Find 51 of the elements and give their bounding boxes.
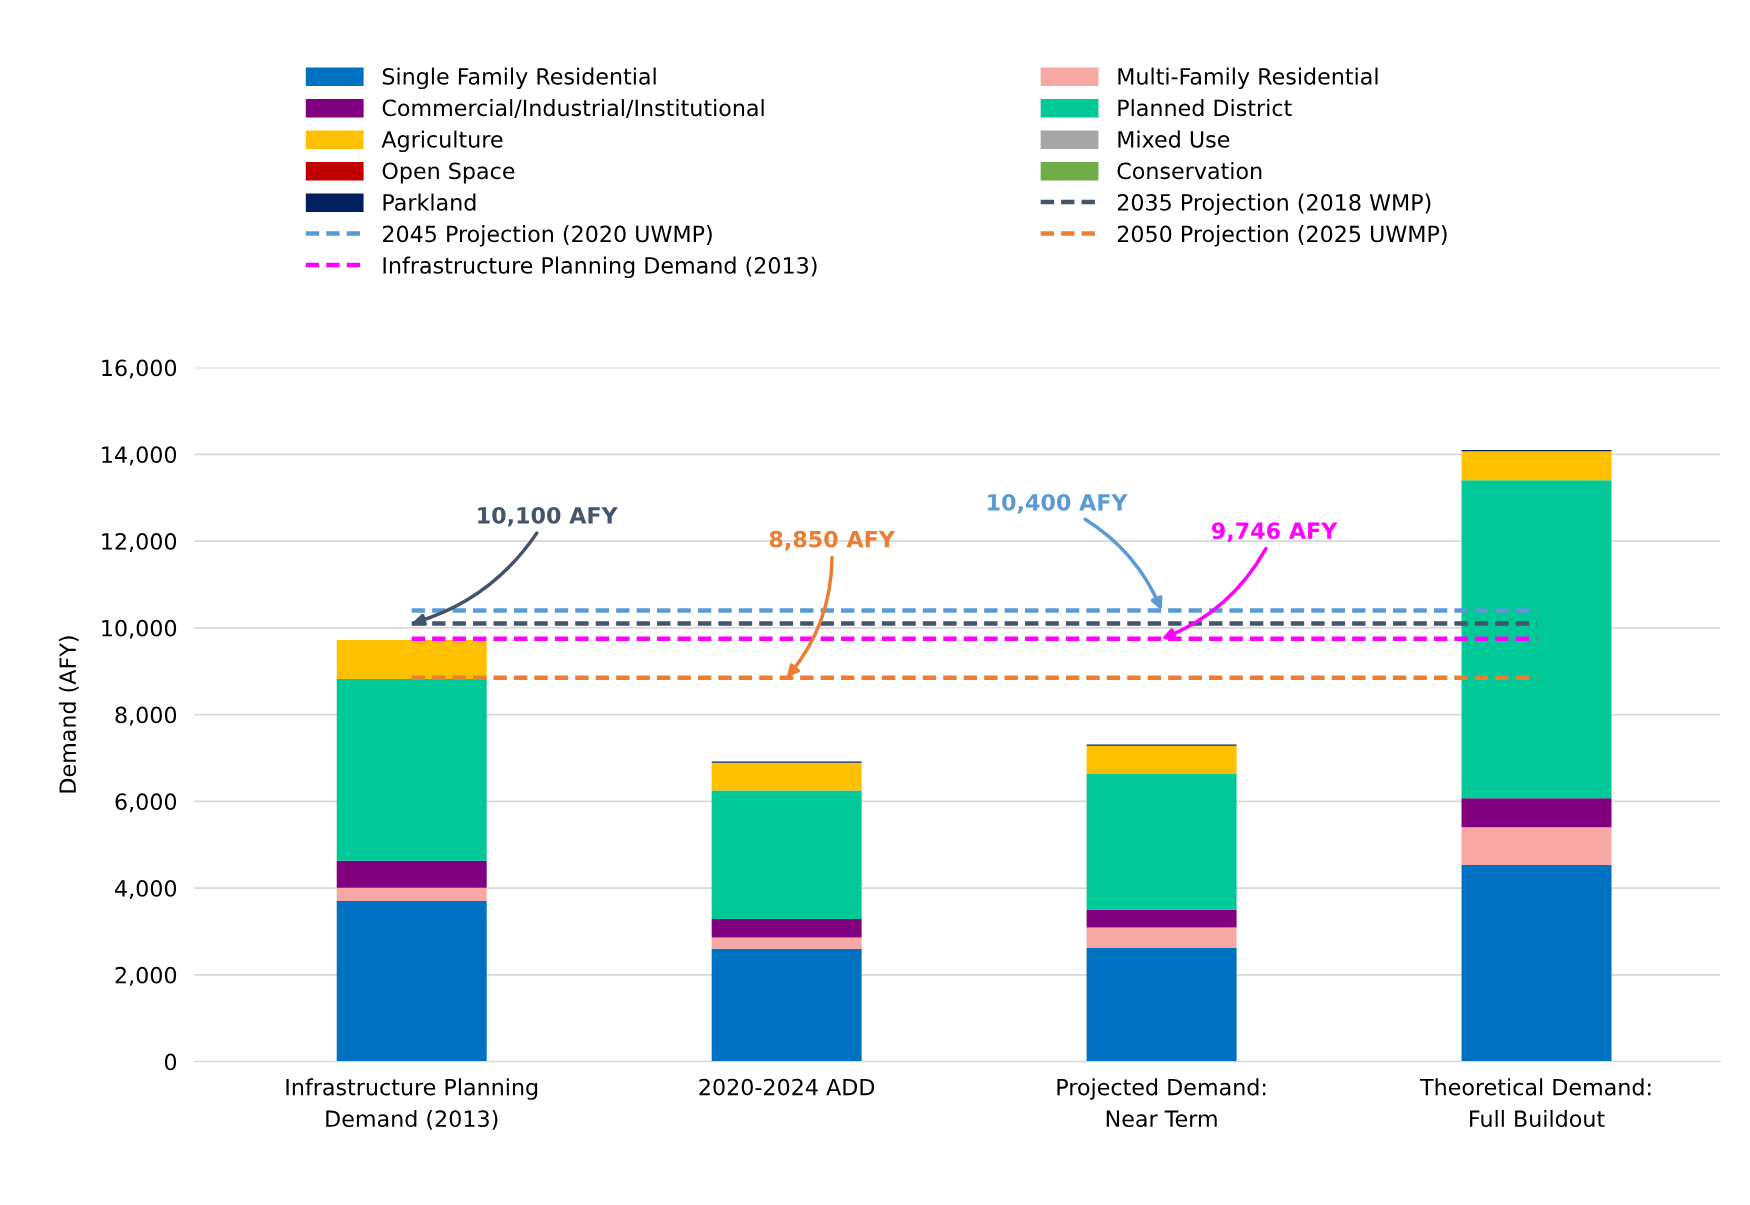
x-tick-label: Theoretical Demand: Full Buildout [1420, 1078, 1651, 1128]
bar [1461, 865, 1612, 1062]
bar [1086, 909, 1237, 928]
y-tick-label: 10,000 [102, 619, 177, 639]
y-tick-label: 6,000 [115, 793, 177, 813]
bar [1461, 480, 1612, 799]
x-tick-label: Infrastructure Planning Demand (2013) [286, 1078, 538, 1130]
legend-label: Conservation [1117, 162, 1262, 180]
legend-label: Agriculture [381, 130, 503, 153]
annotation: 8,850 AFY [769, 530, 896, 551]
x-tick-label: 2020-2024 ADD [699, 1078, 875, 1096]
y-tick-label: 8,000 [115, 706, 177, 726]
annotation: 9,746 AFY [1211, 522, 1338, 542]
annotation: 10,400 AFY [988, 493, 1128, 514]
y-tick-label: 0 [164, 1053, 177, 1071]
bar [711, 790, 862, 919]
legend-label: 2045 Projection (2020 UWMP) [382, 225, 712, 247]
legend-label: Open Space [382, 162, 515, 184]
bar [711, 948, 862, 1062]
legend-label: Multi-Family Residential [1118, 67, 1378, 90]
bar [1461, 451, 1612, 481]
bar [1086, 773, 1237, 910]
bar [711, 918, 862, 938]
y-tick-label: 2,000 [115, 966, 177, 986]
legend-label: Parkland [383, 193, 476, 211]
bar [1461, 827, 1612, 866]
legend-label: Commercial/Industrial/Institutional [382, 99, 764, 119]
legend-label: Infrastructure Planning Demand (2013) [383, 256, 817, 279]
legend-label: Mixed Use [1118, 130, 1230, 148]
bar [1461, 798, 1612, 828]
legend-label: Planned District [1118, 99, 1292, 117]
bar [711, 937, 862, 949]
y-axis-title: Demand (AFY) [58, 636, 79, 793]
bar [1086, 745, 1237, 774]
legend-label: 2050 Projection (2025 UWMP) [1117, 225, 1447, 247]
y-tick-label: 16,000 [102, 359, 177, 379]
bar [1086, 947, 1237, 1062]
bar [336, 639, 487, 679]
bar [336, 901, 487, 1062]
bar [336, 678, 487, 861]
legend-label: 2035 Projection (2018 WMP) [1117, 193, 1431, 216]
y-tick-label: 14,000 [102, 446, 177, 466]
annotation: 10,100 AFY [478, 506, 618, 527]
bar [336, 860, 487, 888]
bar [711, 762, 862, 791]
y-tick-label: 4,000 [115, 880, 177, 900]
x-tick-label: Projected Demand: Near Term [1057, 1078, 1266, 1128]
bar [1086, 927, 1237, 948]
bar [336, 887, 487, 902]
legend-label: Single Family Residential [382, 67, 656, 90]
y-tick-label: 12,000 [102, 532, 177, 553]
